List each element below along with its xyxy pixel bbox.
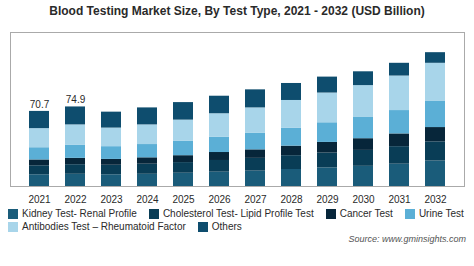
svg-text:2025: 2025 (172, 194, 195, 205)
svg-text:70.7: 70.7 (30, 99, 50, 110)
svg-text:2031: 2031 (388, 194, 411, 205)
svg-text:2032: 2032 (424, 194, 447, 205)
svg-text:2021: 2021 (28, 194, 51, 205)
html-text:Urine Test: Urine Test (418, 208, 464, 219)
svg-text:2023: 2023 (100, 194, 123, 205)
html-text:Others: Others (211, 221, 242, 232)
html-text:Cholesterol Test- Lipid Profil: Cholesterol Test- Lipid Profile Test (162, 208, 314, 219)
svg-text:2030: 2030 (352, 194, 375, 205)
svg-text:2024: 2024 (136, 194, 159, 205)
html-text:Source: www.gminsights.com: Source: www.gminsights.com (348, 234, 466, 244)
svg-text:2022: 2022 (64, 194, 87, 205)
html-text:Blood Testing Market Size, By: Blood Testing Market Size, By Test Type,… (49, 4, 425, 18)
svg-text:2028: 2028 (280, 194, 303, 205)
svg-text:2026: 2026 (208, 194, 231, 205)
svg-text:2029: 2029 (316, 194, 339, 205)
svg-text:2027: 2027 (244, 194, 267, 205)
html-text:Antibodies Test – Rheumatoid F: Antibodies Test – Rheumatoid Factor (22, 221, 186, 232)
html-text:Cancer Test: Cancer Test (339, 208, 393, 219)
svg-text:74.9: 74.9 (66, 94, 86, 105)
html-text:Kidney Test- Renal Profile: Kidney Test- Renal Profile (22, 208, 137, 219)
